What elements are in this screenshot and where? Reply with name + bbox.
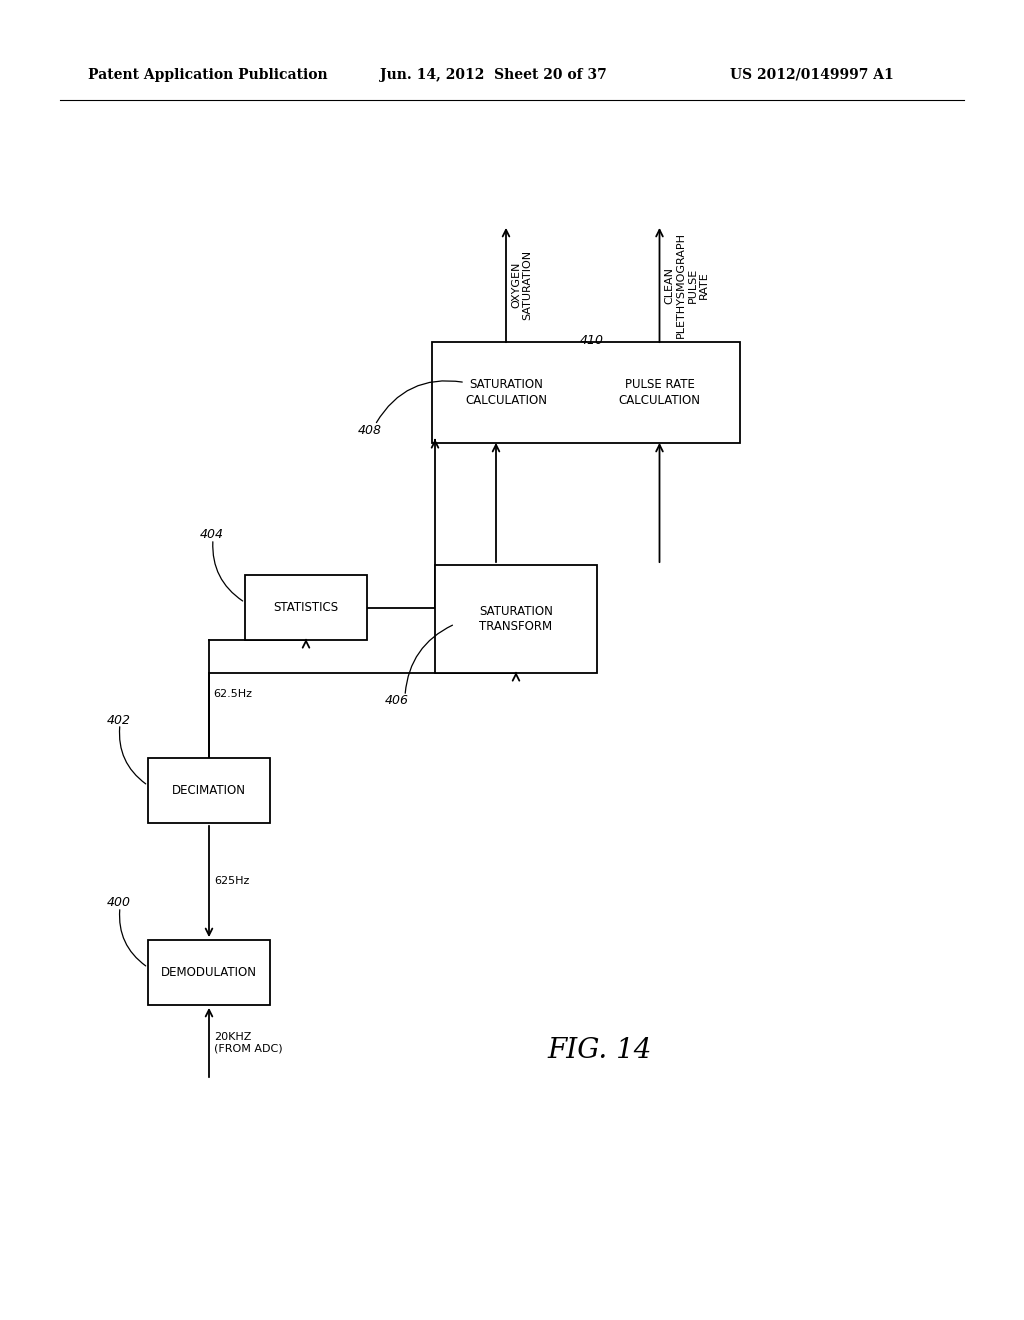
Bar <box>435 565 597 673</box>
Text: 625Hz: 625Hz <box>214 876 250 887</box>
Text: 400: 400 <box>106 896 131 909</box>
Bar <box>148 758 270 822</box>
Bar <box>435 345 577 440</box>
Bar <box>245 576 367 640</box>
Text: SATURATION
TRANSFORM: SATURATION TRANSFORM <box>479 605 553 634</box>
Text: STATISTICS: STATISTICS <box>273 601 339 614</box>
Bar <box>432 342 740 444</box>
Text: PULSE RATE
CALCULATION: PULSE RATE CALCULATION <box>618 379 700 407</box>
Text: US 2012/0149997 A1: US 2012/0149997 A1 <box>730 69 894 82</box>
Text: 408: 408 <box>358 424 382 437</box>
Text: CLEAN
PLETHYSMOGRAPH
PULSE
RATE: CLEAN PLETHYSMOGRAPH PULSE RATE <box>665 232 710 338</box>
Text: 20KHZ
(FROM ADC): 20KHZ (FROM ADC) <box>214 1032 283 1053</box>
Text: 406: 406 <box>385 693 409 706</box>
Text: SATURATION
CALCULATION: SATURATION CALCULATION <box>465 379 547 407</box>
Bar <box>582 345 737 440</box>
Text: 410: 410 <box>580 334 604 346</box>
Text: FIG. 14: FIG. 14 <box>548 1036 652 1064</box>
Text: Patent Application Publication: Patent Application Publication <box>88 69 328 82</box>
Bar <box>148 940 270 1005</box>
Text: Jun. 14, 2012  Sheet 20 of 37: Jun. 14, 2012 Sheet 20 of 37 <box>380 69 607 82</box>
Text: DECIMATION: DECIMATION <box>172 784 246 797</box>
Text: 402: 402 <box>106 714 131 726</box>
Text: 62.5Hz: 62.5Hz <box>213 689 252 700</box>
Text: DEMODULATION: DEMODULATION <box>161 966 257 979</box>
Text: 404: 404 <box>200 528 224 541</box>
Text: OXYGEN
SATURATION: OXYGEN SATURATION <box>511 249 532 319</box>
